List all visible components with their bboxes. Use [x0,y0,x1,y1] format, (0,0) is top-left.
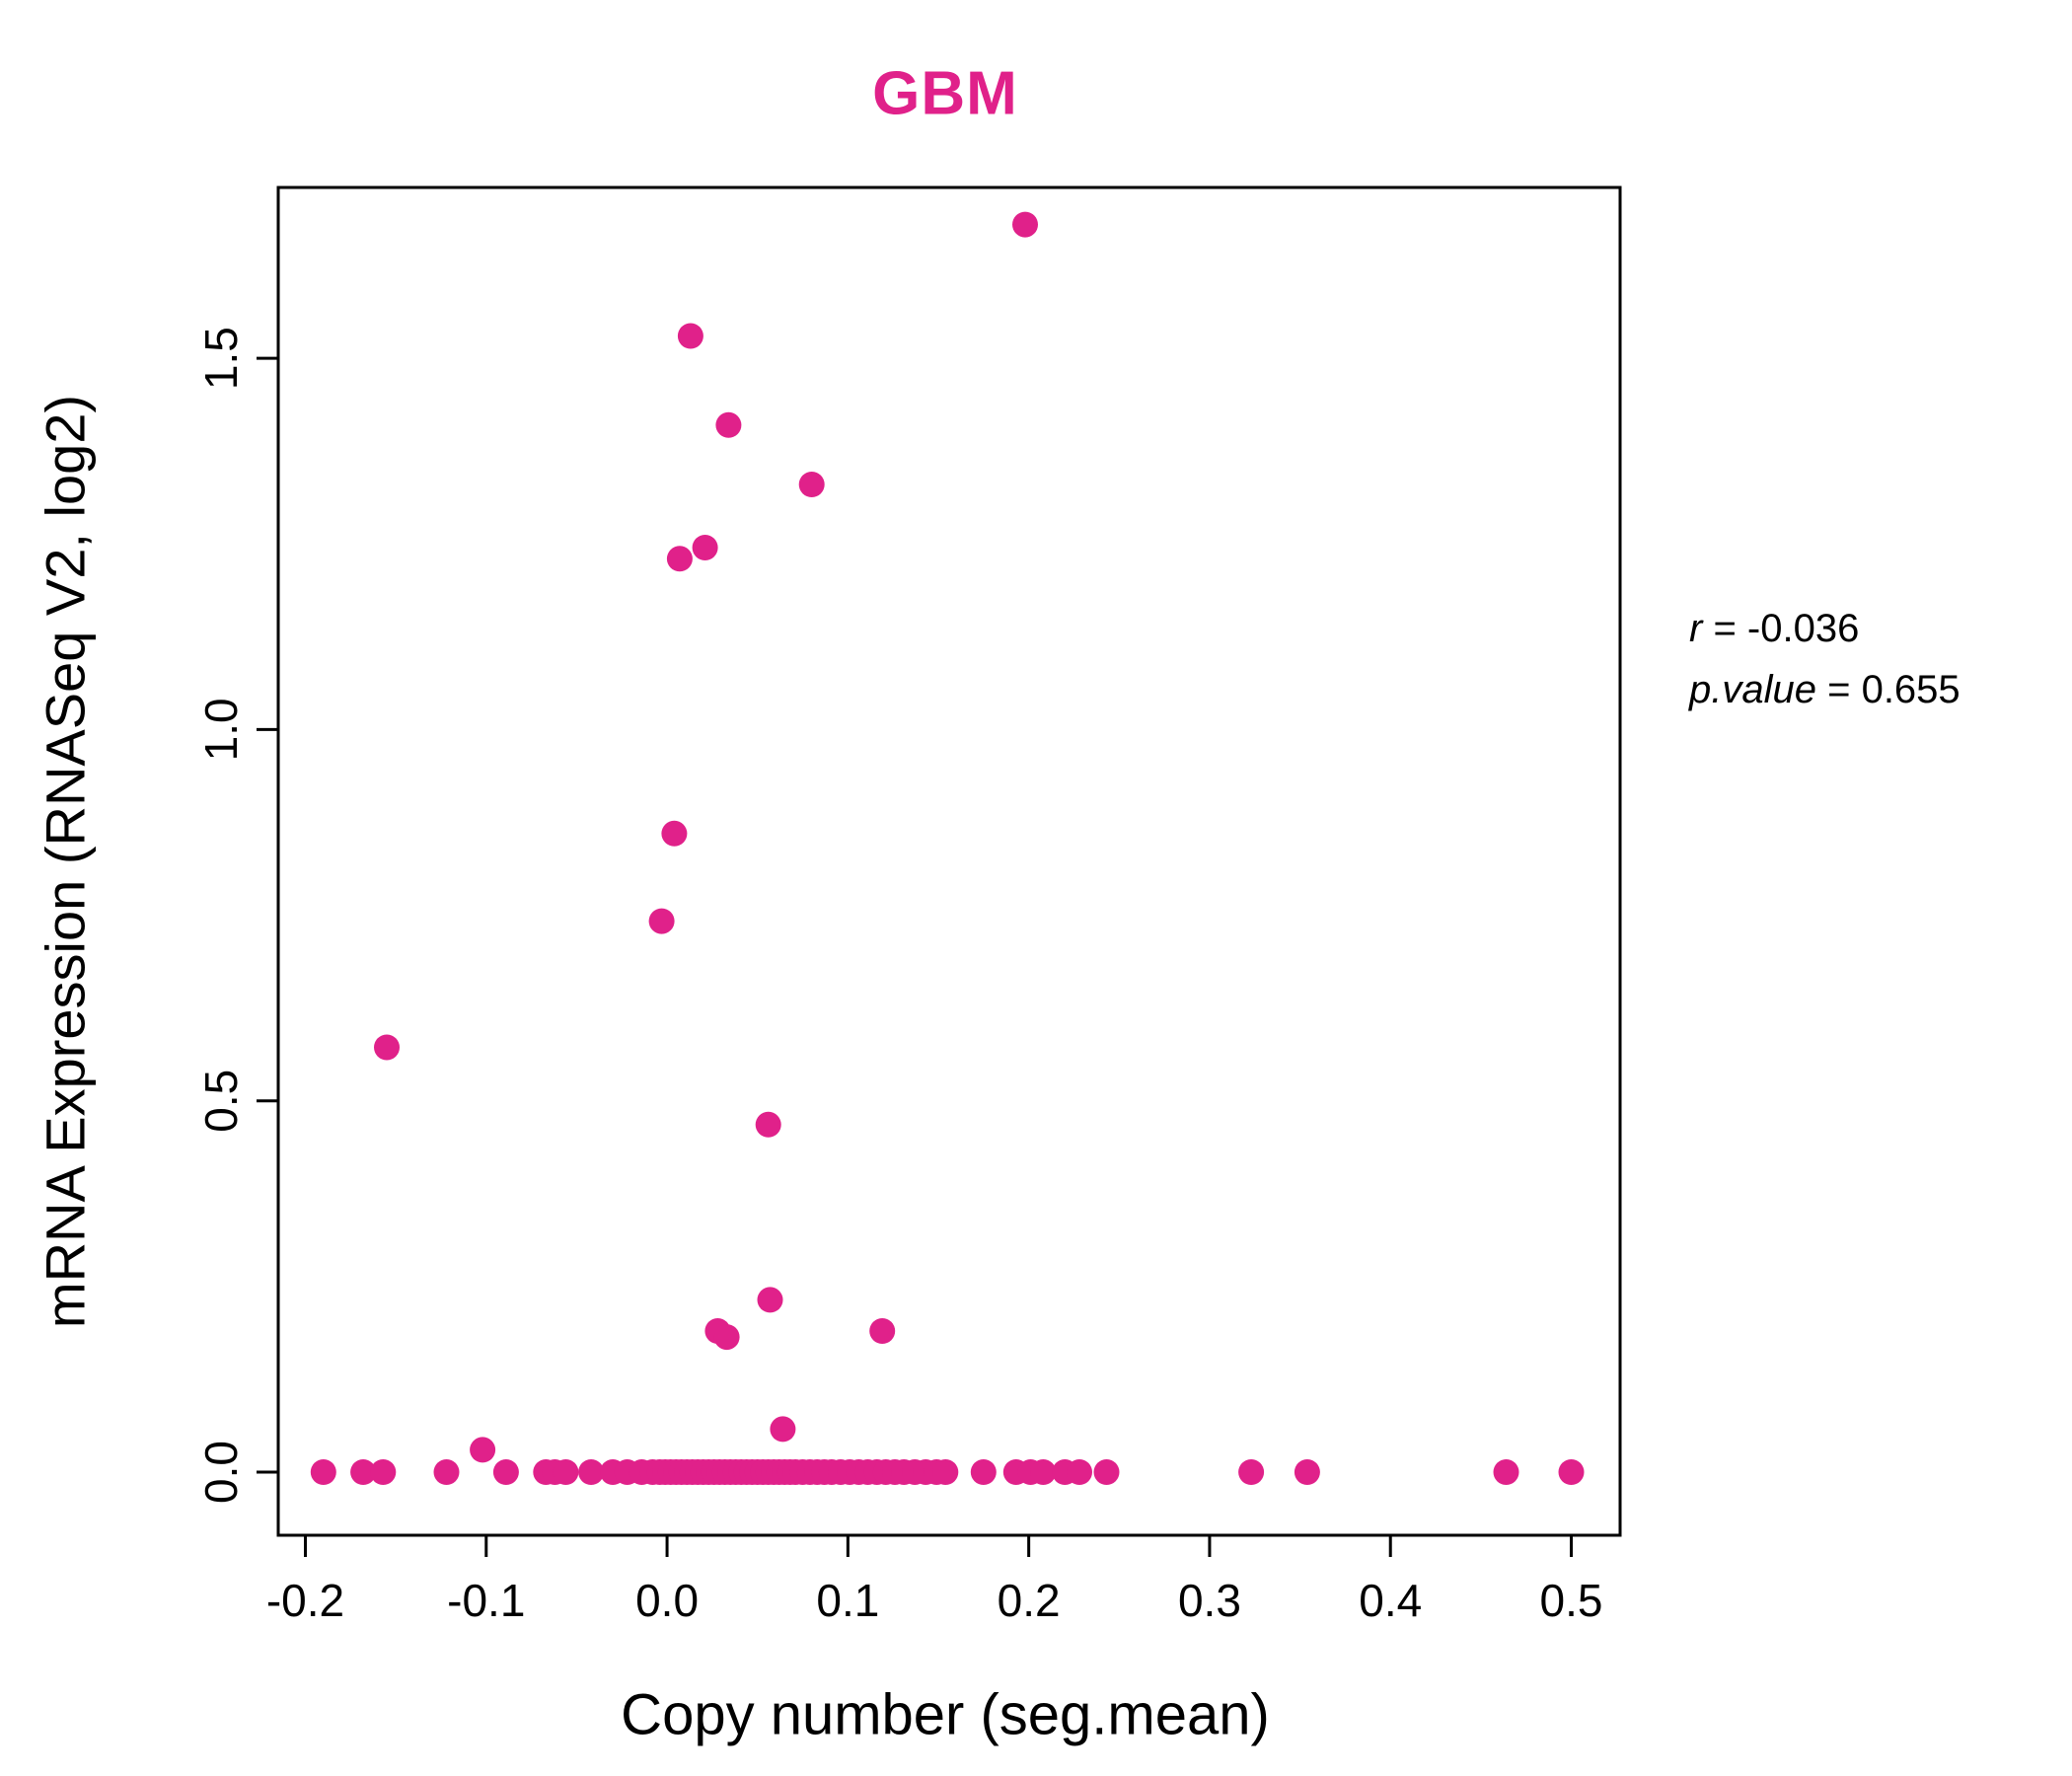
correlation-line: r = -0.036 [1689,598,1961,659]
svg-text:0.0: 0.0 [195,1441,247,1504]
p-value-value: = 0.655 [1815,668,1961,711]
x-axis-label: Copy number (seg.mean) [621,1682,1270,1747]
svg-text:0.4: 0.4 [1359,1575,1422,1626]
correlation-value: = -0.036 [1702,607,1860,650]
svg-text:1.5: 1.5 [195,327,247,390]
svg-text:0.5: 0.5 [195,1070,247,1133]
svg-text:0.5: 0.5 [1540,1575,1603,1626]
stats-annotation: r = -0.036 p.value = 0.655 [1689,598,1961,720]
p-value-line: p.value = 0.655 [1689,659,1961,720]
svg-text:-0.1: -0.1 [447,1575,525,1626]
svg-text:-0.2: -0.2 [266,1575,344,1626]
chart-title: GBM [872,59,1018,128]
p-value-symbol: p.value [1689,668,1816,711]
svg-text:0.0: 0.0 [635,1575,699,1626]
svg-text:1.0: 1.0 [195,698,247,761]
correlation-symbol: r [1689,607,1703,650]
y-axis-label: mRNA Expression (RNASeq V2, log2) [34,394,97,1329]
svg-text:0.3: 0.3 [1178,1575,1241,1626]
svg-text:0.2: 0.2 [998,1575,1061,1626]
svg-text:0.1: 0.1 [816,1575,879,1626]
